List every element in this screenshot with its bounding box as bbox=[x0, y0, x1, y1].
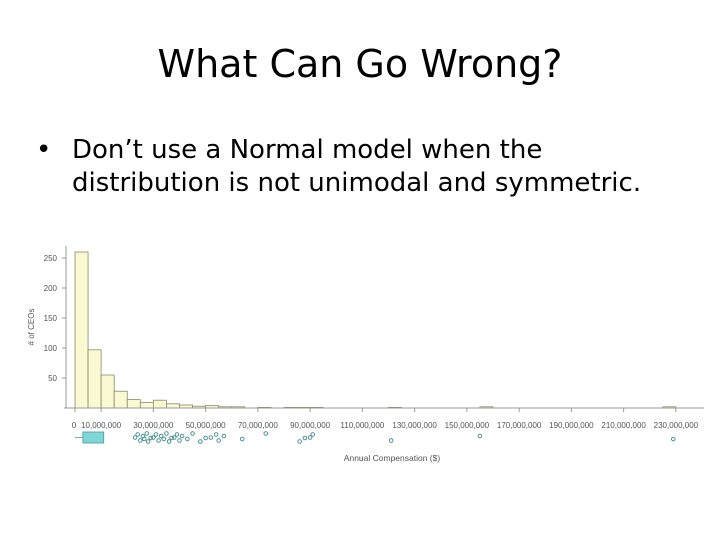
x-tick-label: 50,000,000 bbox=[186, 421, 227, 430]
boxplot-outlier bbox=[138, 438, 143, 443]
boxplot-box bbox=[82, 431, 105, 444]
y-tick-label: 100 bbox=[44, 344, 58, 353]
x-tick-label: 190,000,000 bbox=[549, 421, 594, 430]
histogram-bar bbox=[126, 399, 141, 409]
boxplot-outlier bbox=[135, 432, 140, 437]
boxplot-outlier bbox=[302, 435, 308, 441]
boxplot-outlier bbox=[169, 435, 174, 441]
histogram-bars bbox=[74, 251, 677, 409]
x-tick-label: 10,000,000 bbox=[81, 421, 122, 430]
boxplot-outlier bbox=[216, 438, 221, 443]
x-tick-label: 70,000,000 bbox=[238, 421, 279, 430]
boxplot-outlier bbox=[185, 436, 190, 442]
boxplot-outlier bbox=[307, 435, 313, 440]
boxplot-outlier bbox=[158, 433, 164, 439]
x-axis-label: Annual Compensation ($) bbox=[344, 453, 441, 463]
y-tick-label: 150 bbox=[44, 314, 58, 323]
boxplot-outlier bbox=[208, 435, 214, 440]
boxplot-outlier bbox=[213, 432, 219, 437]
histogram-bar bbox=[87, 349, 102, 409]
y-tick-label: 200 bbox=[44, 284, 58, 293]
x-axis-ticks: 0 10,000,000 30,000,000 50,000,000 70,000,00… bbox=[72, 408, 699, 430]
boxplot-outlier bbox=[161, 436, 167, 442]
x-tick-label: 130,000,000 bbox=[392, 421, 437, 430]
boxplot-outlier bbox=[203, 435, 208, 441]
boxplot-outlier bbox=[156, 438, 161, 443]
x-tick-label: 170,000,000 bbox=[497, 421, 542, 430]
boxplot-outlier bbox=[477, 433, 483, 439]
y-tick-label: 250 bbox=[44, 254, 58, 263]
y-tick-label: 50 bbox=[48, 374, 57, 383]
boxplot-outlier bbox=[671, 436, 676, 442]
boxplot-outlier bbox=[141, 436, 147, 442]
boxplot-outlier bbox=[221, 433, 227, 439]
boxplot-outlier bbox=[144, 431, 150, 436]
slide-title: What Can Go Wrong? bbox=[157, 42, 563, 86]
boxplot-outlier bbox=[145, 439, 151, 444]
x-tick-label: 110,000,000 bbox=[340, 421, 384, 430]
boxplot-outlier bbox=[190, 431, 195, 436]
x-tick-label: 150,000,000 bbox=[445, 421, 490, 430]
x-tick-label: 30,000,000 bbox=[133, 421, 174, 430]
boxplot-outlier bbox=[388, 438, 394, 443]
y-axis-ticks: 50 100 150 200 250 bbox=[44, 254, 66, 383]
boxplot-outlier bbox=[174, 432, 180, 437]
boxplot-outlier bbox=[166, 439, 172, 444]
bullet-point: • Don’t use a Normal model when the dist… bbox=[36, 134, 696, 200]
boxplot-outlier bbox=[132, 435, 138, 440]
x-tick-label: 210,000,000 bbox=[601, 421, 646, 430]
y-axis-label: # of CEOs bbox=[27, 309, 36, 346]
boxplot bbox=[75, 431, 676, 444]
bullet-mark: • bbox=[36, 135, 52, 165]
x-tick-label: 230,000,000 bbox=[654, 421, 699, 430]
boxplot-outlier bbox=[198, 439, 203, 444]
boxplot-outlier bbox=[164, 431, 169, 436]
histogram-bar bbox=[113, 390, 128, 409]
boxplot-outlier bbox=[177, 438, 182, 443]
boxplot-outlier bbox=[239, 436, 245, 442]
x-tick-label: 0 bbox=[72, 421, 77, 430]
histogram-bar bbox=[74, 251, 89, 409]
boxplot-outlier bbox=[263, 431, 268, 436]
bullet-text: Don’t use a Normal model when the distri… bbox=[72, 135, 642, 198]
boxplot-outlier bbox=[179, 433, 185, 439]
histogram-bar bbox=[152, 399, 167, 409]
boxplot-outlier bbox=[172, 435, 177, 440]
x-tick-label: 90,000,000 bbox=[290, 421, 331, 430]
histogram-bar bbox=[100, 374, 115, 409]
boxplot-outlier bbox=[310, 432, 315, 437]
boxplot-outlier bbox=[153, 432, 159, 437]
boxplot-outlier bbox=[148, 435, 154, 441]
boxplot-outlier bbox=[297, 439, 302, 444]
histogram-bar bbox=[139, 402, 154, 409]
histogram-chart: 50 100 150 200 250 # of CEOs 0 10,000,000 30,0… bbox=[27, 246, 704, 463]
boxplot-outlier bbox=[151, 435, 156, 440]
histogram-bar bbox=[166, 403, 180, 409]
